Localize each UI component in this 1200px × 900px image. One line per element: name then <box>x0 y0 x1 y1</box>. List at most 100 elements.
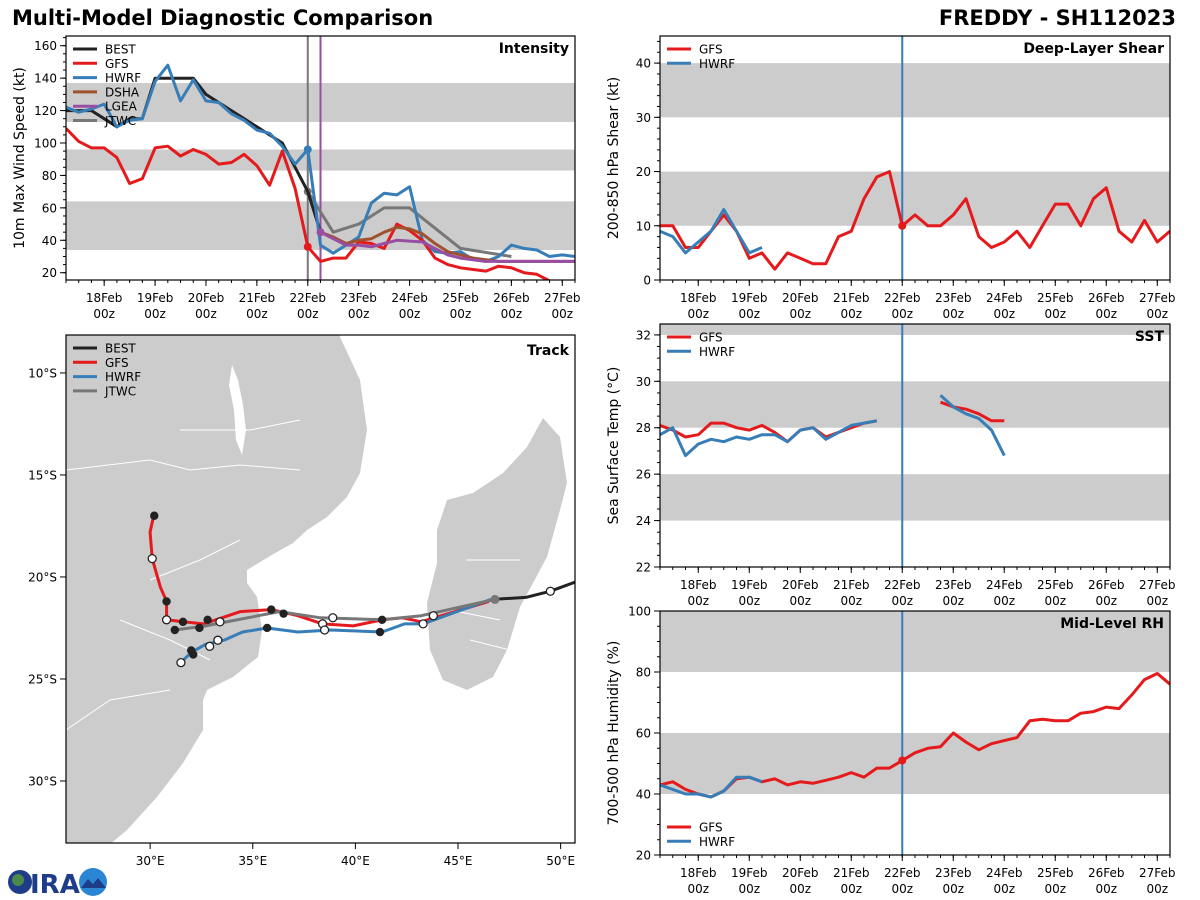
x-tick-sublabel: 00z <box>297 307 319 321</box>
y-tick-label: 26 <box>636 468 651 482</box>
track-marker-12z <box>205 641 215 651</box>
y-tick-label: 60 <box>42 201 57 215</box>
series-line-hwrf <box>660 208 763 255</box>
x-tick-label: 23Feb <box>935 291 972 305</box>
madagascar-landmass <box>427 418 567 690</box>
track-line-best <box>492 580 575 601</box>
x-tick-sublabel: 00z <box>450 307 472 321</box>
x-tick-sublabel: 00z <box>993 594 1015 608</box>
track-marker-12z <box>328 613 338 623</box>
cira-logo: IRA <box>4 866 108 898</box>
x-tick-label: 23Feb <box>340 291 377 305</box>
storm-title: FREDDY - SH112023 <box>938 6 1176 30</box>
y-tick-label: 20 <box>636 849 651 863</box>
track-marker-00z <box>375 627 385 637</box>
legend-label-hwrf: HWRF <box>699 835 735 849</box>
x-tick-sublabel: 00z <box>1095 882 1117 896</box>
y-tick-label: 32 <box>636 328 651 342</box>
x-tick-label: 24Feb <box>391 291 428 305</box>
legend-label-hwrf: HWRF <box>699 345 735 359</box>
series-marker-gfs <box>898 221 907 230</box>
x-tick-label: 21Feb <box>833 291 870 305</box>
track-marker-12z <box>213 635 223 645</box>
x-tick-sublabel: 00z <box>1095 594 1117 608</box>
lat-tick-label: 10°S <box>28 366 57 380</box>
x-tick-label: 25Feb <box>1037 291 1074 305</box>
x-tick-sublabel: 00z <box>144 307 166 321</box>
x-tick-label: 24Feb <box>986 578 1023 592</box>
x-tick-sublabel: 00z <box>1044 594 1066 608</box>
threshold-band <box>660 324 1170 335</box>
x-tick-label: 21Feb <box>239 291 276 305</box>
track-marker-00z <box>162 597 171 606</box>
track-marker-00z <box>262 623 272 633</box>
x-tick-sublabel: 00z <box>195 307 217 321</box>
x-tick-label: 24Feb <box>986 291 1023 305</box>
x-tick-label: 19Feb <box>731 866 768 880</box>
x-tick-label: 18Feb <box>680 578 717 592</box>
legend-label-lgea: LGEA <box>105 100 138 114</box>
x-tick-label: 20Feb <box>782 578 819 592</box>
y-tick-label: 30 <box>636 375 651 389</box>
y-tick-label: 30 <box>636 111 651 125</box>
x-tick-label: 26Feb <box>493 291 530 305</box>
x-tick-sublabel: 00z <box>738 594 760 608</box>
y-tick-label: 80 <box>42 169 57 183</box>
x-tick-sublabel: 00z <box>891 882 913 896</box>
legend-label-hwrf: HWRF <box>105 370 141 384</box>
lat-tick-label: 20°S <box>28 570 57 584</box>
y-axis-label: 700-500 hPa Humidity (%) <box>606 641 622 826</box>
series-line-gfs <box>66 127 552 280</box>
y-tick-label: 40 <box>636 788 651 802</box>
x-tick-label: 26Feb <box>1088 291 1125 305</box>
panel-title: Intensity <box>499 41 569 57</box>
panel-title: Deep-Layer Shear <box>1023 41 1164 57</box>
x-tick-label: 27Feb <box>544 291 581 305</box>
track-marker-00z <box>189 650 198 659</box>
x-tick-label: 21Feb <box>833 866 870 880</box>
axes-frame <box>65 334 576 844</box>
x-tick-sublabel: 00z <box>551 307 573 321</box>
lake-malawi <box>229 365 246 455</box>
x-tick-label: 27Feb <box>1139 578 1176 592</box>
x-tick-sublabel: 00z <box>840 594 862 608</box>
x-tick-sublabel: 00z <box>993 307 1015 321</box>
sst-plot-area <box>660 324 1170 567</box>
threshold-band <box>660 381 1170 428</box>
legend-label-jtwc: JTWC <box>104 114 136 128</box>
y-tick-label: 20 <box>636 165 651 179</box>
track-panel: 10°S 15°S 20°S 25°S 30°S 30°E 35°E 40°E 45°E 50°E… <box>28 334 576 868</box>
csu-emblem-icon <box>79 868 107 896</box>
x-tick-label: 19Feb <box>731 578 768 592</box>
x-tick-sublabel: 00z <box>840 882 862 896</box>
legend-label-jtwc: JTWC <box>104 384 136 398</box>
track-marker-00z <box>377 615 387 625</box>
y-tick-label: 40 <box>42 234 57 248</box>
series-marker-gfs <box>898 756 907 765</box>
lon-tick-label: 45°E <box>444 854 473 868</box>
track-marker-00z <box>170 625 179 635</box>
y-tick-label: 10 <box>636 219 651 233</box>
x-tick-label: 20Feb <box>782 866 819 880</box>
series-marker-gfs <box>303 242 312 251</box>
shear-panel: 0 10 20 30 40 18Feb 00z 19Feb 00z 20Feb 00z 21Feb 00… <box>606 35 1176 321</box>
x-tick-sublabel: 00z <box>891 307 913 321</box>
x-tick-label: 26Feb <box>1088 866 1125 880</box>
lat-tick-label: 25°S <box>28 672 57 686</box>
x-tick-sublabel: 00z <box>1146 594 1168 608</box>
x-tick-sublabel: 00z <box>687 594 709 608</box>
track-map-area <box>66 335 575 843</box>
y-tick-label: 80 <box>636 666 651 680</box>
country-borders <box>66 419 520 731</box>
x-tick-sublabel: 00z <box>993 882 1015 896</box>
series-line-lgea <box>319 230 575 263</box>
legend-label-dsha: DSHA <box>105 85 140 99</box>
globe-land-icon <box>12 874 24 886</box>
lon-tick-label: 30°E <box>136 854 165 868</box>
y-tick-label: 100 <box>628 605 651 619</box>
x-tick-sublabel: 00z <box>891 594 913 608</box>
track-marker-00z <box>178 617 188 627</box>
track-marker-00z <box>203 615 212 625</box>
